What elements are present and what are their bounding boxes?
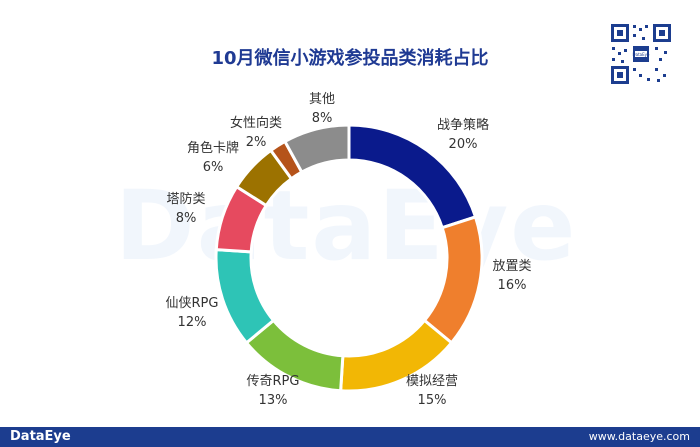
footer-url: www.dataeye.com: [588, 430, 690, 443]
slice-value-2: 15%: [418, 393, 447, 408]
slice-value-1: 16%: [498, 278, 527, 293]
watermark: DataEye: [115, 170, 578, 282]
slice-value-3: 13%: [259, 393, 288, 408]
slice-value-7: 2%: [246, 135, 267, 150]
slice-4: [214, 248, 276, 345]
slice-label-4: 仙侠RPG: [166, 296, 219, 311]
footer-brand: DataEye: [10, 429, 71, 444]
slice-label-3: 传奇RPG: [247, 373, 300, 389]
slice-8: [282, 123, 351, 175]
slice-label-2: 模拟经营: [406, 374, 458, 389]
qr-label: DataEye: [633, 52, 650, 57]
chart-title: 10月微信小游戏参投品类消耗占比: [211, 48, 489, 69]
slice-1: [422, 215, 484, 345]
slice-value-5: 8%: [176, 211, 197, 226]
slice-value-0: 20%: [449, 137, 478, 152]
slice-label-5: 塔防类: [166, 191, 205, 207]
slice-label-7: 女性向类: [230, 115, 282, 131]
footer-bar: DataEye www.dataeye.com: [0, 427, 700, 447]
slice-label-0: 战争策略: [437, 117, 489, 133]
slice-value-8: 8%: [312, 111, 333, 126]
slice-label-8: 其他: [309, 92, 335, 107]
slice-label-6: 角色卡牌: [187, 140, 239, 156]
slice-label-1: 放置类: [492, 259, 531, 274]
qr-code-icon: DataEye: [609, 22, 673, 86]
slice-value-6: 6%: [203, 160, 224, 175]
slice-value-4: 12%: [178, 315, 207, 330]
